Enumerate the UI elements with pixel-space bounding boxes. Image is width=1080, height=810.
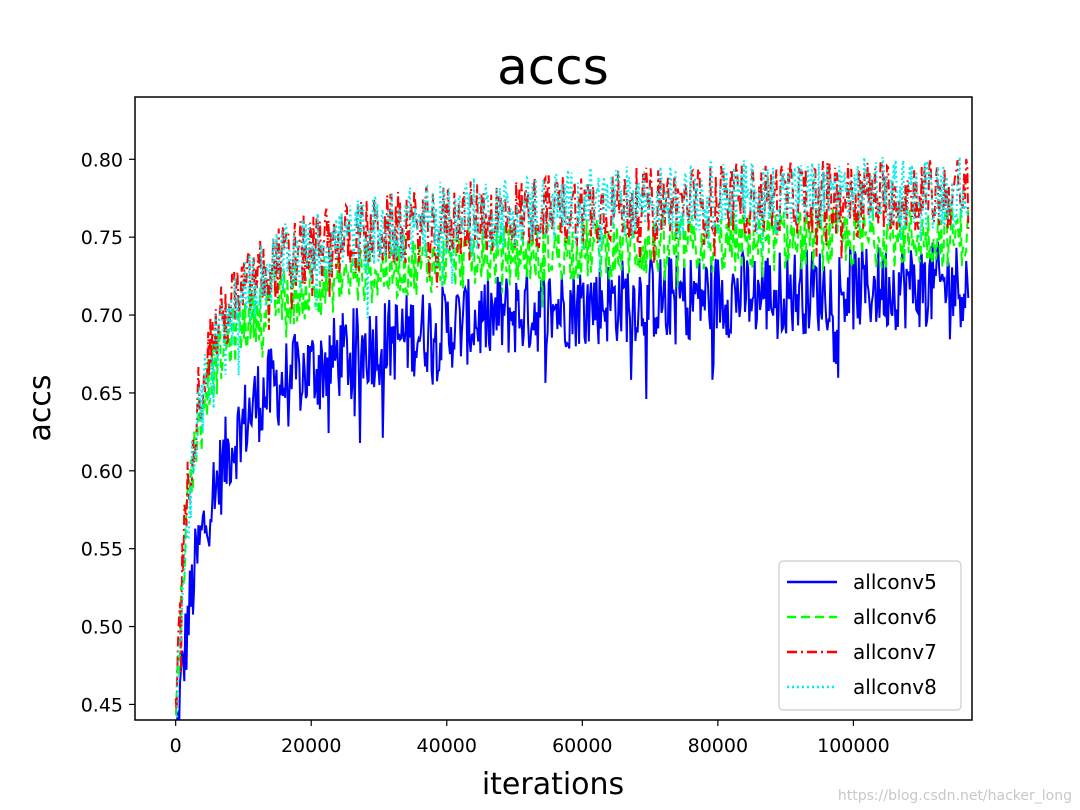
y-tick-label: 0.60 <box>81 461 123 483</box>
x-tick-label: 100000 <box>817 735 890 757</box>
x-tick-label: 20000 <box>281 735 341 757</box>
x-tick-label: 80000 <box>688 735 748 757</box>
legend-label-allconv7: allconv7 <box>853 640 937 664</box>
y-tick-label: 0.45 <box>81 694 123 716</box>
x-tick-label: 60000 <box>552 735 612 757</box>
y-tick-label: 0.80 <box>81 149 123 171</box>
y-tick-label: 0.50 <box>81 617 123 639</box>
legend-label-allconv6: allconv6 <box>853 605 937 629</box>
chart-title: accs <box>497 38 609 96</box>
y-tick-label: 0.55 <box>81 539 123 561</box>
plot-lines <box>174 156 970 720</box>
series-line-allconv5 <box>176 241 970 720</box>
series-line-allconv8 <box>176 156 970 720</box>
watermark-text: https://blog.csdn.net/hacker_long <box>837 788 1072 804</box>
legend-label-allconv5: allconv5 <box>853 570 937 594</box>
x-tick-label: 40000 <box>417 735 477 757</box>
y-tick-label: 0.70 <box>81 305 123 327</box>
plot-frame <box>134 96 973 721</box>
x-axis-label: iterations <box>482 767 624 802</box>
legend-box <box>778 560 962 711</box>
x-tick-label: 0 <box>170 735 182 757</box>
y-tick-label: 0.75 <box>81 227 123 249</box>
x-axis: 0 20000 40000 60000 80000 100000 <box>170 720 890 757</box>
legend: allconv5 allconv6 allconv7 allconv8 <box>778 560 962 711</box>
y-tick-label: 0.65 <box>81 383 123 405</box>
y-axis-label: accs <box>23 374 58 441</box>
legend-label-allconv8: allconv8 <box>853 675 937 699</box>
y-axis: 0.45 0.50 0.55 0.60 0.65 0.70 0.75 0.80 <box>81 149 135 716</box>
